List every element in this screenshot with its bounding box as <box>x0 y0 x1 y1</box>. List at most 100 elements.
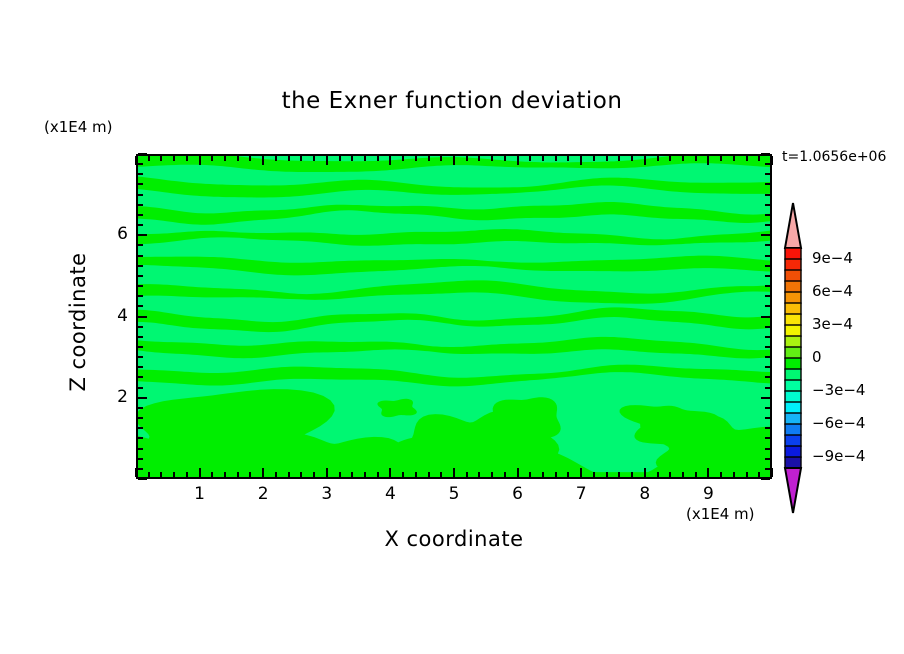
y-tick-right <box>765 447 770 450</box>
x-tick-top <box>605 156 608 161</box>
y-tick-left <box>138 285 143 288</box>
colorbar-band-17 <box>784 434 802 448</box>
colorbar-gradient <box>783 202 803 514</box>
x-tick-top <box>542 156 545 161</box>
y-tick-right <box>765 406 770 409</box>
y-tick-left <box>138 345 143 348</box>
colorbar-band-10 <box>784 357 802 371</box>
y-tick-left <box>138 295 143 298</box>
contour-stripe-4 <box>138 202 770 225</box>
contour-stripe-12 <box>138 307 770 333</box>
y-tick-left <box>138 427 143 430</box>
colorbar-tick-label: 6e−4 <box>812 282 853 300</box>
y-tick-left <box>138 396 147 399</box>
x-tick-top <box>135 156 137 165</box>
y-tick-left <box>138 183 143 186</box>
y-tick-label: 6 <box>117 224 128 245</box>
x-tick-top <box>631 156 634 161</box>
y-tick-right <box>765 285 770 288</box>
colorbar-tick-label: 0 <box>812 348 822 366</box>
y-tick-left <box>138 356 143 359</box>
y-tick-left <box>138 437 143 440</box>
x-tick-top <box>173 156 176 161</box>
x-unit-label: (x1E4 m) <box>686 505 755 523</box>
x-tick-bottom <box>389 468 392 477</box>
y-tick-right <box>765 467 770 470</box>
colorbar-band-14 <box>784 401 802 415</box>
x-tick-bottom <box>554 472 557 477</box>
y-tick-left <box>138 447 143 450</box>
y-tick-right <box>765 427 770 430</box>
y-tick-right <box>765 183 770 186</box>
y-tick-right <box>765 254 770 257</box>
y-tick-right <box>765 213 770 216</box>
y-tick-right <box>765 244 770 247</box>
colorbar-over-arrow <box>783 202 803 249</box>
contour-stripe-14 <box>138 336 770 359</box>
contour-stripe-10 <box>138 280 770 304</box>
y-tick-label: 4 <box>117 305 128 326</box>
x-tick-top <box>478 156 481 161</box>
y-tick-left <box>138 315 147 318</box>
x-tick-bottom <box>643 468 646 477</box>
y-tick-right <box>761 234 770 237</box>
x-tick-top <box>376 156 379 161</box>
x-tick-top <box>147 156 150 161</box>
y-tick-right <box>765 295 770 298</box>
x-tick-bottom <box>351 472 354 477</box>
y-tick-left <box>138 193 143 196</box>
y-tick-left <box>138 386 143 389</box>
x-tick-top <box>402 156 405 161</box>
y-tick-left <box>138 264 143 267</box>
x-tick-bottom <box>363 472 366 477</box>
y-tick-right <box>765 457 770 460</box>
x-tick-bottom <box>592 472 595 477</box>
colorbar-band-18 <box>784 445 802 459</box>
y-tick-right <box>765 305 770 308</box>
x-tick-bottom <box>249 472 252 477</box>
x-tick-bottom <box>605 472 608 477</box>
y-tick-right <box>765 325 770 328</box>
x-tick-top <box>681 156 684 161</box>
x-axis-title: X coordinate <box>384 527 524 551</box>
x-tick-bottom <box>224 472 227 477</box>
contour-blob-6 <box>377 398 417 418</box>
y-tick-left <box>138 213 143 216</box>
x-tick-bottom <box>618 472 621 477</box>
y-tick-left <box>138 376 143 379</box>
x-tick-bottom <box>338 472 341 477</box>
colorbar-tick-label: −9e−4 <box>812 447 866 465</box>
x-tick-label: 4 <box>384 484 396 504</box>
colorbar-band-5 <box>784 302 802 316</box>
y-tick-right <box>765 274 770 277</box>
x-tick-top <box>363 156 366 161</box>
x-tick-top <box>313 156 316 161</box>
x-tick-label: 2 <box>257 484 269 504</box>
x-tick-bottom <box>185 472 188 477</box>
colorbar-tick-label: 9e−4 <box>812 249 853 267</box>
y-tick-left <box>138 173 143 176</box>
colorbar-band-15 <box>784 412 802 426</box>
colorbar-band-13 <box>784 390 802 404</box>
x-tick-top <box>694 156 697 161</box>
x-tick-bottom <box>211 472 214 477</box>
y-tick-right <box>765 335 770 338</box>
x-tick-top <box>669 156 672 161</box>
x-tick-top <box>707 156 710 165</box>
y-tick-right <box>765 366 770 369</box>
y-tick-right <box>765 163 770 166</box>
x-tick-bottom <box>300 472 303 477</box>
contour-plot-area <box>136 154 772 479</box>
x-tick-top <box>554 156 557 161</box>
x-tick-label: 1 <box>194 484 205 504</box>
x-tick-bottom <box>707 468 710 477</box>
x-tick-label: 5 <box>448 484 460 504</box>
x-tick-bottom <box>160 472 163 477</box>
x-tick-bottom <box>325 468 328 477</box>
x-tick-bottom <box>745 472 748 477</box>
colorbar-band-8 <box>784 335 802 349</box>
x-tick-bottom <box>135 468 137 477</box>
x-tick-bottom <box>631 472 634 477</box>
x-tick-top <box>771 156 773 165</box>
y-tick-left <box>138 417 143 420</box>
